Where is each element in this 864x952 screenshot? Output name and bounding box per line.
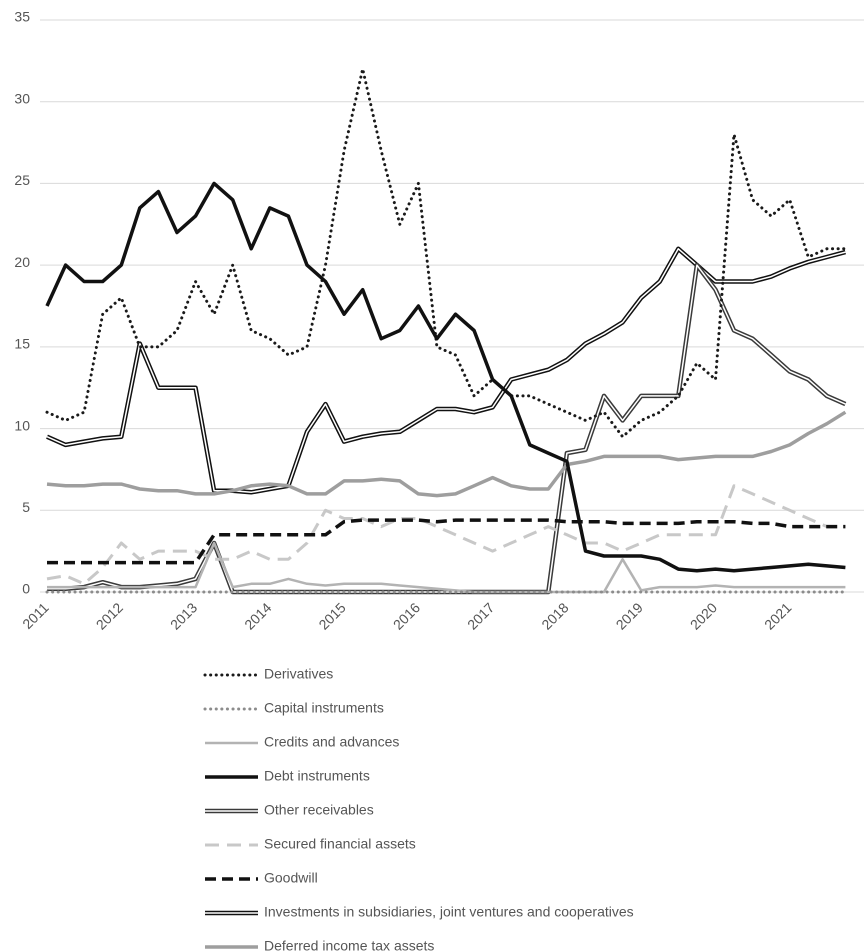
legend-label: Debt instruments xyxy=(264,768,370,784)
y-tick-label: 15 xyxy=(14,336,30,352)
y-tick-label: 20 xyxy=(14,254,30,270)
x-tick-label: 2015 xyxy=(315,599,348,632)
y-tick-label: 10 xyxy=(14,417,30,433)
y-tick-label: 30 xyxy=(14,90,30,106)
legend-label: Other receivables xyxy=(264,802,374,818)
data-line xyxy=(45,67,847,439)
y-tick-label: 35 xyxy=(14,9,30,25)
legend-entry: Derivatives xyxy=(203,666,333,682)
legend-entry: Credits and advances xyxy=(205,734,399,750)
legend-entry: Investments in subsidiaries, joint ventu… xyxy=(205,904,634,920)
data-line xyxy=(46,410,847,498)
legend-entry: Deferred income tax assets xyxy=(205,938,434,952)
y-tick-label: 25 xyxy=(14,172,30,188)
legend-label: Investments in subsidiaries, joint ventu… xyxy=(264,904,634,920)
y-tick-label: 5 xyxy=(22,499,30,515)
x-tick-label: 2016 xyxy=(390,599,423,632)
x-tick-label: 2014 xyxy=(241,599,274,632)
data-line xyxy=(47,541,846,594)
legend-label: Deferred income tax assets xyxy=(264,938,434,952)
x-tick-label: 2021 xyxy=(761,599,794,632)
legend-label: Goodwill xyxy=(264,870,318,886)
x-tick-label: 2013 xyxy=(167,599,200,632)
legend-entry: Goodwill xyxy=(205,870,318,886)
data-line-inner xyxy=(46,248,846,494)
data-line xyxy=(46,484,846,586)
legend-entry: Capital instruments xyxy=(203,700,384,716)
legend-label: Credits and advances xyxy=(264,734,399,750)
x-tick-label: 2020 xyxy=(687,599,720,632)
x-tick-label: 2011 xyxy=(19,599,52,632)
data-line xyxy=(47,518,846,565)
legend-label: Derivatives xyxy=(264,666,333,682)
y-tick-label: 0 xyxy=(22,581,30,597)
x-tick-label: 2012 xyxy=(93,599,126,632)
legend-label: Capital instruments xyxy=(264,700,384,716)
x-tick-label: 2019 xyxy=(613,599,646,632)
data-line xyxy=(45,181,846,573)
legend-entry: Secured financial assets xyxy=(205,836,416,852)
legend-label: Secured financial assets xyxy=(264,836,416,852)
x-tick-label: 2017 xyxy=(464,599,497,632)
x-tick-label: 2018 xyxy=(538,599,571,632)
legend-entry: Debt instruments xyxy=(205,768,370,784)
legend-entry: Other receivables xyxy=(205,802,374,818)
